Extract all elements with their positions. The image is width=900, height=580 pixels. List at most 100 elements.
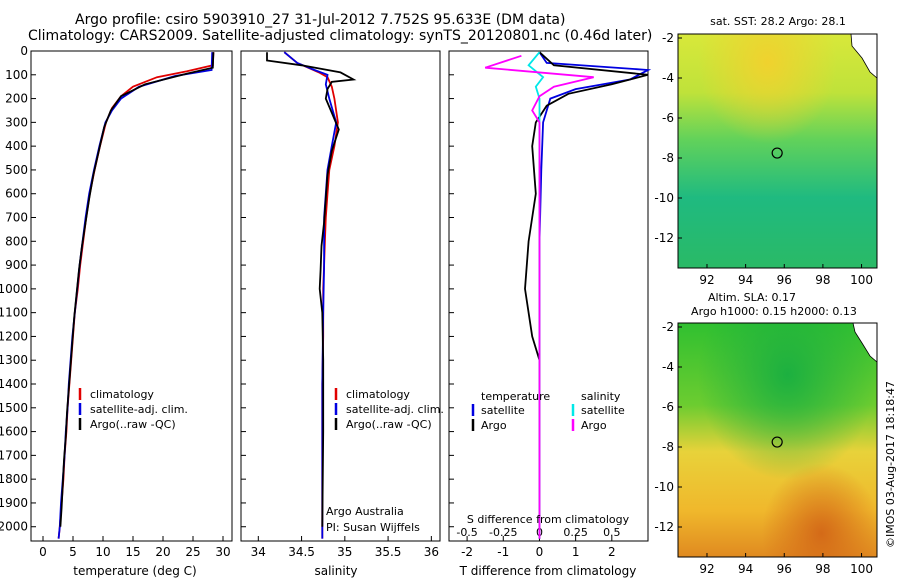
depth-tick-label: 1300 <box>0 353 28 367</box>
temperature-xtick-label: 5 <box>69 545 77 559</box>
sla-map-ytick-label: -8 <box>662 440 674 454</box>
difference-panel-frame <box>448 50 649 542</box>
depth-tick-label: 1700 <box>0 448 28 462</box>
depth-tick-label: 0 <box>20 44 28 58</box>
differences-s-tick-label: -0.25 <box>489 526 517 539</box>
depth-tick-label: 2000 <box>0 520 28 534</box>
salinity-panel-frame <box>240 50 441 542</box>
differences-xtick-label: 0 <box>536 545 544 559</box>
salinity-annotation-line1: Argo Australia <box>326 505 404 518</box>
temperature-xlabel: temperature (deg C) <box>73 564 196 578</box>
sst-map-title: sat. SST: 28.2 Argo: 28.1 <box>710 15 846 28</box>
sla-map-argo-position-marker <box>771 436 783 448</box>
salinity-series-satellite <box>283 51 338 539</box>
depth-tick-label: 800 <box>5 234 28 248</box>
salinity-xtick-label: 36 <box>424 545 439 559</box>
diff-legend-label: satellite <box>581 404 625 417</box>
temperature-xtick-label: 15 <box>125 545 140 559</box>
sla-map-ytick-label: -2 <box>662 320 674 334</box>
sla-map-title-line2: Argo h1000: 0.15 h2000: 0.13 <box>691 305 857 318</box>
depth-tick-label: 400 <box>5 139 28 153</box>
sla-map-xtick-label: 98 <box>815 562 830 576</box>
sla-map-xtick-label: 96 <box>777 562 792 576</box>
differences-s-tick-label: 0.25 <box>563 526 588 539</box>
differences-xtick-label: -2 <box>461 545 473 559</box>
sst-map <box>677 33 878 269</box>
salinity-annotation-line2: PI: Susan Wijffels <box>326 521 420 534</box>
differences-series-salinity-argo <box>484 54 594 539</box>
sst-map-ytick-label: -12 <box>654 231 674 245</box>
temperature-xtick-label: 20 <box>155 545 170 559</box>
salinity-xtick-label: 35.5 <box>375 545 402 559</box>
temperature-legend-label: climatology <box>90 388 154 401</box>
sla-map-ytick-label: -10 <box>654 480 674 494</box>
sst-map-ytick-label: -4 <box>662 71 674 85</box>
difference-xlabel: T difference from climatology <box>459 564 637 578</box>
differences-series-temperature-argo <box>524 51 649 539</box>
depth-tick-label: 1200 <box>0 329 28 343</box>
diff-legend-title-temperature: temperature <box>481 390 550 403</box>
sla-map-xtick-label: 100 <box>850 562 873 576</box>
salinity-xtick-label: 35 <box>337 545 352 559</box>
sst-map-xtick-label: 92 <box>699 273 714 287</box>
salinity-legend-label: Argo(..raw -QC) <box>346 418 432 431</box>
sla-map-title-line1: Altim. SLA: 0.17 <box>708 291 796 304</box>
sla-map-ytick-label: -6 <box>662 400 674 414</box>
salinity-xtick-label: 34 <box>251 545 266 559</box>
salinity-xlabel: salinity <box>314 564 357 578</box>
salinity-legend-label: satellite-adj. clim. <box>346 403 444 416</box>
temperature-series-argo <box>59 52 215 527</box>
depth-tick-label: 1900 <box>0 496 28 510</box>
sst-map-xtick-label: 96 <box>777 273 792 287</box>
sst-map-argo-position-marker <box>771 147 783 159</box>
sst-map-ytick-label: -6 <box>662 111 674 125</box>
sla-map <box>677 322 878 558</box>
sst-map-ytick-label: -2 <box>662 31 674 45</box>
temperature-panel-frame <box>30 50 233 542</box>
depth-tick-label: 200 <box>5 92 28 106</box>
differences-xtick-label: 1 <box>572 545 580 559</box>
depth-tick-label: 1000 <box>0 282 28 296</box>
sst-map-ytick-label: -10 <box>654 191 674 205</box>
sla-map-ytick-label: -4 <box>662 360 674 374</box>
sla-map-xtick-label: 92 <box>699 562 714 576</box>
salinity-legend-label: climatology <box>346 388 410 401</box>
temperature-legend-label: Argo(..raw -QC) <box>90 418 176 431</box>
depth-tick-label: 100 <box>5 68 28 82</box>
differences-xtick-label: -1 <box>497 545 509 559</box>
depth-tick-label: 1800 <box>0 472 28 486</box>
sst-map-xtick-label: 94 <box>738 273 753 287</box>
figure-title-line1: Argo profile: csiro 5903910_27 31-Jul-20… <box>75 12 566 28</box>
credit-text: ©IMOS 03-Aug-2017 18:18:47 <box>884 381 897 548</box>
figure-title-line2: Climatology: CARS2009. Satellite-adjuste… <box>28 28 653 44</box>
sla-map-ytick-label: -12 <box>654 520 674 534</box>
diff-legend-title-salinity: salinity <box>581 390 621 403</box>
temperature-legend-label: satellite-adj. clim. <box>90 403 188 416</box>
depth-tick-label: 1400 <box>0 377 28 391</box>
sst-map-ytick-label: -8 <box>662 151 674 165</box>
sla-map-xtick-label: 94 <box>738 562 753 576</box>
salinity-xtick-label: 34.5 <box>288 545 315 559</box>
depth-tick-label: 900 <box>5 258 28 272</box>
temperature-xtick-label: 10 <box>95 545 110 559</box>
differences-s-tick-label: -0.5 <box>456 526 477 539</box>
diff-legend-label: satellite <box>481 404 525 417</box>
sst-map-xtick-label: 98 <box>815 273 830 287</box>
depth-tick-label: 600 <box>5 187 28 201</box>
depth-tick-label: 1500 <box>0 401 28 415</box>
depth-tick-label: 1100 <box>0 306 28 320</box>
difference-xlabel-top: S difference from climatology <box>467 513 630 526</box>
depth-tick-label: 700 <box>5 211 28 225</box>
diff-legend-label: Argo <box>481 419 507 432</box>
temperature-xtick-label: 30 <box>215 545 230 559</box>
depth-tick-label: 500 <box>5 163 28 177</box>
diff-legend-label: Argo <box>581 419 607 432</box>
differences-s-tick-label: 0.5 <box>603 526 621 539</box>
temperature-xtick-label: 0 <box>39 545 47 559</box>
sst-map-xtick-label: 100 <box>850 273 873 287</box>
temperature-xtick-label: 25 <box>185 545 200 559</box>
depth-tick-label: 1600 <box>0 425 28 439</box>
salinity-series-argo <box>266 52 357 527</box>
differences-xtick-label: 2 <box>608 545 616 559</box>
